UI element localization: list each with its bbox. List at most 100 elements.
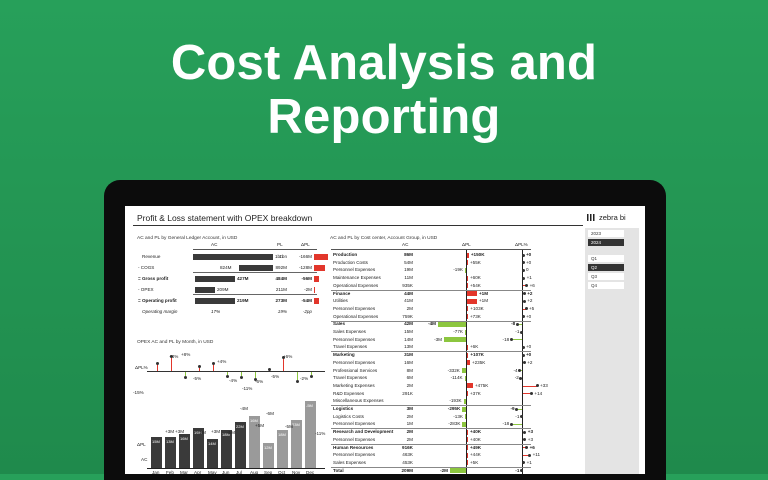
cc-ac-value: 1M xyxy=(389,421,413,427)
cc-row-label: Production xyxy=(333,252,357,258)
cc-dpl-bar xyxy=(462,407,466,412)
gl-col-ac: AC xyxy=(211,242,217,248)
cc-ac-value: 8M xyxy=(389,368,413,374)
cc-dpl-bar xyxy=(465,268,466,273)
month-label: Sep xyxy=(264,470,272,474)
cc-header-line xyxy=(331,249,531,250)
cc-row-label: Utilities xyxy=(333,298,348,304)
cc-dpl-bar xyxy=(467,314,468,319)
zebra-bi-logo: zebra bi xyxy=(587,213,626,222)
gl-subtotal-line xyxy=(193,272,317,273)
cc-pct-pin-head xyxy=(525,307,528,310)
pct-pin-head xyxy=(268,368,271,371)
cc-dpl-bar xyxy=(467,299,477,304)
cc-col-dpl: ΔPL xyxy=(462,242,471,248)
cc-ac-value: 86M xyxy=(389,252,413,258)
month-label: Mar xyxy=(180,470,188,474)
cc-dpl-value: -19K xyxy=(439,267,463,273)
gl-dpl-bar xyxy=(314,265,325,271)
cc-dpl-value: +103K xyxy=(470,306,483,312)
cc-ac-value: 6M xyxy=(389,375,413,381)
month-label: Jul xyxy=(236,470,242,474)
cc-row-label: Logistics Costs xyxy=(333,414,364,420)
cc-dpl-value: +5K xyxy=(470,460,478,466)
pct-label: -15% xyxy=(133,390,144,396)
pct-pin-head xyxy=(198,365,201,368)
ac-axis xyxy=(147,468,325,469)
pct-pin-head xyxy=(212,362,215,365)
slicer-q4[interactable]: Q4 xyxy=(588,282,624,289)
cc-row-label: Marketing xyxy=(333,352,355,358)
cc-col-ac: AC xyxy=(402,242,408,248)
gl-dpl-value: -56M xyxy=(290,276,312,282)
cc-dpl-bar xyxy=(467,276,468,281)
cc-dpl-value: +235K xyxy=(472,360,485,366)
cc-pct-pin xyxy=(523,386,537,387)
logo-text: zebra bi xyxy=(599,213,626,222)
ac-bar-value: 13M xyxy=(166,439,174,445)
cc-pct-pin-head xyxy=(523,438,526,441)
cc-row-label: Maintenance Expenses xyxy=(333,275,381,281)
cc-pct-value: -18 xyxy=(491,421,509,427)
dpl-row-label: ΔPL xyxy=(137,442,146,448)
cc-dpl-bar xyxy=(465,330,466,335)
cc-pct-pin-head xyxy=(515,408,518,411)
cc-pct-pin-head xyxy=(522,261,525,264)
cc-pct-value: +0 xyxy=(526,352,531,358)
cc-pct-value: +0 xyxy=(526,252,531,258)
cc-pct-pin-head xyxy=(520,331,523,334)
cc-dpl-value: -114K xyxy=(439,375,463,381)
cc-ac-value: 2M xyxy=(389,414,413,420)
cc-pct-pin-head xyxy=(536,384,539,387)
cc-pct-pin-head xyxy=(523,431,526,434)
month-chart-subtitle: OPEX AC and PL by Month, in USD xyxy=(137,340,213,345)
cc-ac-value: 759K xyxy=(389,314,413,320)
pct-label: -5% xyxy=(271,374,279,380)
delta-label: -11% xyxy=(315,431,325,437)
cc-ac-value: 291K xyxy=(389,391,413,397)
cc-pct-pin-head xyxy=(522,461,525,464)
month-label: Apr xyxy=(194,470,201,474)
pct-pin xyxy=(157,364,158,371)
cc-dpl-bar xyxy=(467,383,473,388)
cc-dpl-value: -77K xyxy=(439,329,463,335)
cc-dpl-value: -4M xyxy=(412,321,436,327)
gl-ac-bar xyxy=(195,287,215,293)
slicer-q2[interactable]: Q2 xyxy=(588,264,624,271)
pct-label: +6% xyxy=(283,354,292,360)
cc-dpl-bar xyxy=(467,260,468,265)
pct-pin-head xyxy=(296,380,299,383)
cc-pct-value: +1 xyxy=(527,460,532,466)
cc-dpl-value: +475K xyxy=(475,383,488,389)
gl-ac-bar xyxy=(195,276,235,282)
pct-label: +4% xyxy=(217,359,226,365)
cc-pct-value: +11 xyxy=(533,452,540,458)
pct-pin xyxy=(213,364,214,371)
slicer-2024[interactable]: 2024 xyxy=(588,239,624,246)
cc-pct-pin-head xyxy=(525,446,528,449)
delta-label: +3M xyxy=(211,429,220,435)
cc-ac-value: 15M xyxy=(389,329,413,335)
slicer-2023[interactable]: 2023 xyxy=(588,230,624,237)
report-screen: Profit & Loss statement with OPEX breakd… xyxy=(125,206,645,474)
cc-pct-pin-head xyxy=(522,346,525,349)
cc-dpl-bar xyxy=(467,345,468,350)
slicer-q1[interactable]: Q1 xyxy=(588,255,624,262)
cc-pct-pin-head xyxy=(528,454,531,457)
delta-label: -5M xyxy=(285,424,293,430)
cc-row-label: Operational Expenses xyxy=(333,283,378,289)
cc-row-label: Personnel Expenses xyxy=(333,452,375,458)
cc-dpl-value: +1M xyxy=(479,298,488,304)
pct-pin-head xyxy=(310,375,313,378)
gl-header-line xyxy=(193,249,317,250)
cc-ac-value: 2M xyxy=(389,306,413,312)
cc-dpl-value: +49K xyxy=(470,445,481,451)
month-label: Nov xyxy=(292,470,300,474)
cc-dpl-value: +6K xyxy=(470,344,478,350)
slicer-q3[interactable]: Q3 xyxy=(588,273,624,280)
cc-pct-value: +14 xyxy=(534,391,542,397)
gl-dpl-value: -128M xyxy=(290,265,312,271)
cc-pct-value: 0 xyxy=(526,267,529,273)
cc-dpl-bar xyxy=(467,430,468,435)
gl-ac-value: 17% xyxy=(211,309,220,315)
